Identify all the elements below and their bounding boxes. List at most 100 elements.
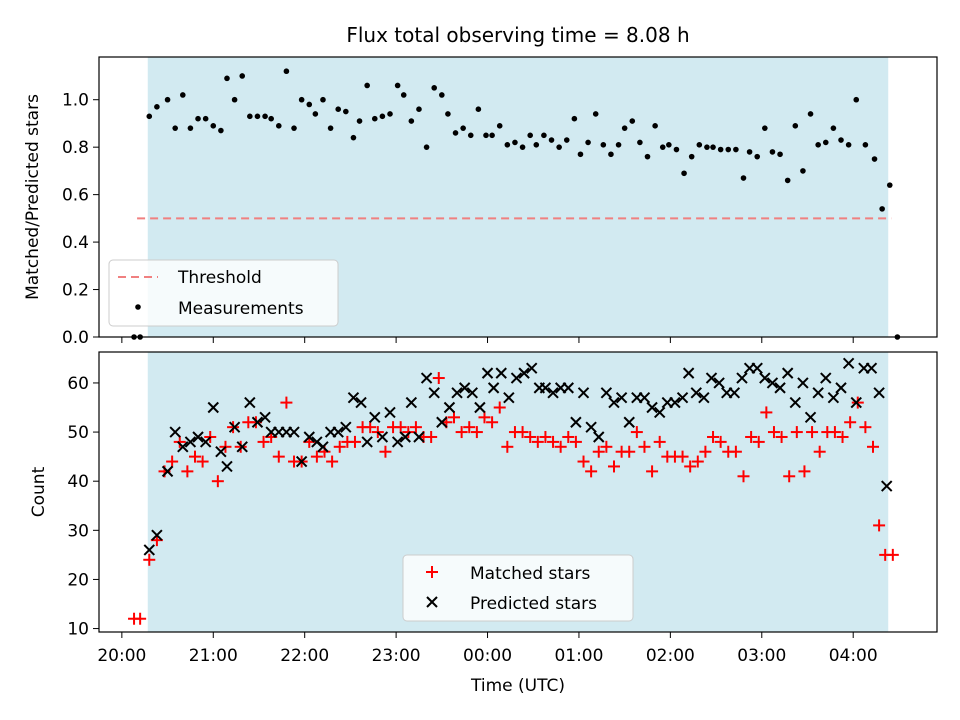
marker-stroke bbox=[669, 396, 681, 409]
matched-star-point bbox=[554, 440, 567, 453]
matched-star-point bbox=[501, 440, 514, 453]
marker-stroke bbox=[881, 480, 893, 492]
predicted-star-point bbox=[428, 387, 440, 399]
predicted-star-point bbox=[355, 396, 367, 409]
predicted-star-point bbox=[547, 387, 559, 399]
matched-star-point bbox=[600, 440, 613, 453]
marker-stroke bbox=[713, 377, 725, 389]
matched-star-point bbox=[272, 450, 285, 463]
measurement-point bbox=[416, 106, 422, 113]
marker-stroke bbox=[526, 362, 538, 374]
marker-stroke bbox=[842, 357, 855, 370]
measurement-point bbox=[350, 134, 357, 141]
matched-star-point bbox=[867, 440, 880, 453]
matched-star-point bbox=[676, 450, 689, 463]
marker-stroke bbox=[759, 372, 771, 384]
matched-star-point bbox=[333, 440, 346, 453]
matched-star-point bbox=[630, 426, 643, 439]
marker-stroke bbox=[812, 387, 824, 399]
marker-stroke bbox=[850, 396, 862, 409]
measurement-point bbox=[652, 123, 658, 129]
predicted-star-point bbox=[177, 441, 189, 453]
measurement-point bbox=[585, 139, 591, 146]
measurement-point bbox=[467, 132, 474, 139]
measurement-point bbox=[320, 96, 326, 103]
marker-stroke bbox=[317, 441, 329, 453]
top-legend: Threshold Measurements bbox=[108, 259, 339, 327]
matched-star-point bbox=[181, 465, 194, 478]
measurement-point bbox=[262, 113, 268, 120]
predicted-star-point bbox=[539, 382, 552, 394]
matched-star-point bbox=[516, 426, 529, 439]
matched-star-point bbox=[173, 435, 186, 448]
x-tick-label: 23:00 bbox=[372, 646, 421, 666]
measurement-point bbox=[592, 111, 599, 117]
matched-star-point bbox=[684, 460, 697, 473]
measurement-point bbox=[460, 125, 466, 131]
predicted-star-point bbox=[244, 396, 256, 409]
matched-star-point bbox=[767, 426, 780, 439]
measurement-point bbox=[533, 141, 540, 148]
marker-stroke bbox=[570, 416, 582, 428]
matched-star-point bbox=[455, 426, 468, 439]
measurement-point bbox=[644, 153, 651, 160]
measurement-point bbox=[512, 139, 518, 146]
measurement-point bbox=[681, 170, 687, 177]
x-tick-label: 20:00 bbox=[97, 646, 146, 666]
measurement-point bbox=[394, 82, 401, 89]
matched-star-point bbox=[524, 430, 537, 443]
marker-stroke bbox=[495, 367, 507, 379]
marker-stroke bbox=[487, 382, 500, 394]
marker-stroke bbox=[221, 460, 233, 473]
predicted-star-point bbox=[143, 544, 155, 556]
measurement-point bbox=[717, 146, 724, 153]
predicted-star-point bbox=[503, 391, 515, 404]
measurement-point bbox=[400, 92, 407, 98]
marker-stroke bbox=[690, 387, 702, 399]
ratio-panel: 0.0 0.2 0.4 0.6 0.8 1.0 Matched/Predicted sta… bbox=[23, 56, 938, 348]
measurement-point bbox=[879, 206, 885, 212]
marker-stroke bbox=[676, 391, 689, 404]
predicted-star-point bbox=[474, 401, 486, 414]
matched-star-point bbox=[592, 445, 605, 458]
predicted-star-point bbox=[608, 396, 620, 409]
matched-star-point bbox=[729, 445, 742, 458]
marker-stroke bbox=[399, 431, 411, 443]
predicted-star-point bbox=[332, 426, 344, 438]
matched-star-point bbox=[828, 426, 841, 439]
matched-star-point bbox=[166, 455, 179, 468]
measurement-point bbox=[195, 115, 201, 122]
marker-stroke bbox=[562, 382, 574, 394]
measurement-point bbox=[830, 125, 837, 131]
x-tick-label: 21:00 bbox=[189, 646, 238, 666]
predicted-star-point bbox=[495, 367, 507, 379]
marker-stroke bbox=[623, 416, 635, 428]
predicted-star-point bbox=[451, 387, 463, 399]
x-tick-label: 22:00 bbox=[280, 646, 329, 666]
marker-stroke bbox=[384, 406, 396, 419]
predicted-star-point bbox=[259, 411, 271, 424]
y-tick-label: 0.8 bbox=[62, 138, 89, 158]
predicted-star-point bbox=[192, 431, 204, 443]
measurement-point bbox=[541, 132, 547, 139]
marker-stroke bbox=[653, 406, 666, 419]
measurement-point bbox=[725, 146, 732, 153]
measurement-point bbox=[371, 115, 378, 122]
marker-stroke bbox=[311, 436, 323, 448]
predicted-star-point bbox=[713, 377, 725, 389]
measurement-point bbox=[379, 113, 386, 120]
measurement-point bbox=[202, 115, 209, 122]
matched-star-point bbox=[836, 430, 849, 443]
matched-star-point bbox=[646, 465, 659, 478]
marker-stroke bbox=[518, 367, 530, 379]
measurement-point bbox=[600, 141, 607, 148]
marker-stroke bbox=[192, 431, 204, 443]
marker-stroke bbox=[376, 431, 389, 443]
top-x-axis-ticks bbox=[121, 337, 854, 343]
measurement-point bbox=[762, 125, 768, 131]
matched-star-point bbox=[585, 465, 598, 478]
marker-stroke bbox=[340, 421, 352, 433]
matched-star-point bbox=[623, 445, 636, 458]
marker-stroke bbox=[244, 396, 256, 409]
marker-stroke bbox=[774, 382, 786, 394]
